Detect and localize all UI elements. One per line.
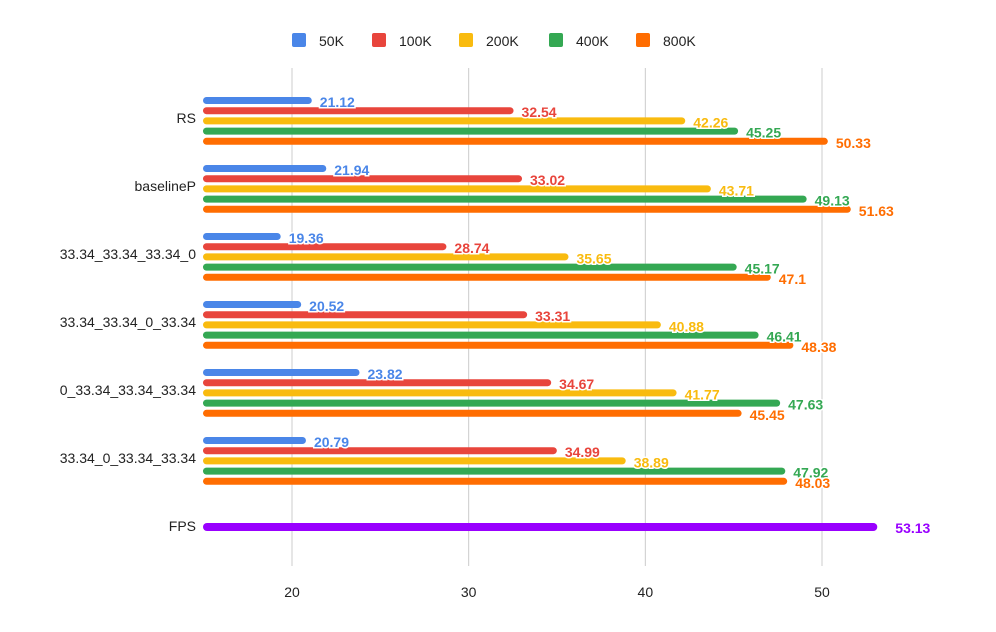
bar-33-34-0-33-34-33-34-100k [203,447,557,455]
bar-33-34-33-34-33-34-0-200k [203,253,569,261]
legend-label-100k: 100K [399,33,432,49]
legend-swatch-50k [292,33,306,47]
bar-rs-100k [203,107,514,115]
data-label-33-34-33-34-0-33-34-200k: 40.88 [669,318,704,334]
data-label-33-34-0-33-34-33-34-200k: 38.89 [634,454,669,470]
data-label-33-34-33-34-0-33-34-100k: 33.31 [535,308,570,324]
bar-33-34-33-34-33-34-0-400k [203,263,737,271]
bar-baselinep-100k [203,175,523,183]
category-label-33-34-33-34-0-33-34: 33.34_33.34_0_33.34 [60,314,196,330]
bar-0-33-34-33-34-33-34-100k [203,379,552,387]
bar-baselinep-50k [203,165,327,172]
bar-33-34-33-34-0-33-34-800k [203,341,794,349]
legend-item-50k[interactable]: 50K [292,33,345,49]
category-label-rs: RS [177,110,196,126]
legend-label-400k: 400K [576,33,609,49]
data-label-rs-400k: 45.25 [746,125,781,141]
axes: 20 30 40 50 RS baselineP 33.34_33.34_33.34_0 33… [60,110,830,600]
data-label-33-34-33-34-0-33-34-50k: 20.52 [309,298,344,314]
bar-rs-200k [203,117,686,125]
legend-label-800k: 800K [663,33,696,49]
data-label-0-33-34-33-34-33-34-200k: 41.77 [685,386,720,402]
bar-0-33-34-33-34-33-34-800k [203,409,742,417]
data-label-rs-800k: 50.33 [836,135,871,151]
category-label-baselinep: baselineP [135,178,197,194]
data-label-baselinep-50k: 21.94 [334,162,369,178]
legend-item-400k[interactable]: 400K [549,33,609,49]
legend-swatch-200k [459,33,473,47]
bar-33-34-33-34-0-33-34-400k [203,331,759,339]
data-label-33-34-33-34-33-34-0-400k: 45.17 [745,261,780,277]
bar-33-34-33-34-0-33-34-50k [203,301,302,308]
data-label-rs-50k: 21.12 [320,94,355,110]
data-label-0-33-34-33-34-33-34-100k: 34.67 [559,376,594,392]
x-tick-label: 50 [814,584,830,600]
data-label-fps: 53.13 [895,520,930,536]
bar-baselinep-800k [203,205,851,213]
data-label-33-34-0-33-34-33-34-400k: 47.92 [793,465,828,481]
x-tick-label: 20 [284,584,300,600]
data-label-rs-200k: 42.26 [693,114,728,130]
data-label-baselinep-800k: 51.63 [859,203,894,219]
bar-fps [203,523,878,531]
data-label-33-34-33-34-33-34-0-50k: 19.36 [289,230,324,246]
bar-33-34-0-33-34-33-34-50k [203,437,306,444]
data-label-0-33-34-33-34-33-34-800k: 45.45 [750,407,785,423]
category-label-33-34-0-33-34-33-34: 33.34_0_33.34_33.34 [60,450,196,466]
legend-swatch-100k [372,33,386,47]
legend-swatch-400k [549,33,563,47]
bar-33-34-0-33-34-33-34-800k [203,477,788,485]
data-label-33-34-33-34-33-34-0-200k: 35.65 [576,250,611,266]
data-label-rs-100k: 32.54 [522,104,557,120]
data-label-baselinep-200k: 43.71 [719,182,754,198]
data-label-baselinep-100k: 33.02 [530,172,565,188]
category-label-0-33-34-33-34-33-34: 0_33.34_33.34_33.34 [60,382,196,398]
legend-item-200k[interactable]: 200K [459,33,519,49]
bar-33-34-33-34-0-33-34-100k [203,311,528,319]
legend[interactable]: 50K 100K 200K 400K 800K [292,33,696,49]
bar-33-34-33-34-33-34-0-50k [203,233,281,240]
data-label-33-34-0-33-34-33-34-50k: 20.79 [314,434,349,450]
data-label-0-33-34-33-34-33-34-400k: 47.63 [788,397,823,413]
data-label-33-34-0-33-34-33-34-100k: 34.99 [565,444,600,460]
data-labels: 21.12 32.54 42.26 45.25 50.33 21.94 33.02 43.71… [287,93,932,538]
legend-swatch-800k [636,33,650,47]
data-label-33-34-0-33-34-33-34-800k: 48.03 [795,475,830,491]
bar-0-33-34-33-34-33-34-400k [203,399,781,407]
bar-33-34-33-34-33-34-0-800k [203,273,771,281]
bar-baselinep-200k [203,185,711,193]
bar-rs-400k [203,127,739,135]
data-label-33-34-33-34-33-34-0-100k: 28.74 [454,240,489,256]
bar-33-34-0-33-34-33-34-200k [203,457,626,465]
bar-rs-800k [203,137,828,145]
x-tick-label: 30 [461,584,477,600]
bar-33-34-33-34-0-33-34-200k [203,321,661,329]
data-label-33-34-33-34-0-33-34-400k: 46.41 [767,329,802,345]
bar-baselinep-400k [203,195,807,203]
bar-0-33-34-33-34-33-34-50k [203,369,360,376]
bar-rs-50k [203,97,312,104]
legend-label-50k: 50K [319,33,345,49]
bars [203,97,878,531]
data-label-33-34-33-34-0-33-34-800k: 48.38 [801,339,836,355]
data-label-33-34-33-34-33-34-0-800k: 47.1 [779,271,806,287]
bar-33-34-33-34-33-34-0-100k [203,243,447,251]
category-label-fps: FPS [169,518,196,534]
x-tick-label: 40 [638,584,654,600]
category-label-33-34-33-34-33-34-0: 33.34_33.34_33.34_0 [60,246,196,262]
legend-item-100k[interactable]: 100K [372,33,432,49]
bar-0-33-34-33-34-33-34-200k [203,389,677,397]
legend-item-800k[interactable]: 800K [636,33,696,49]
bar-33-34-0-33-34-33-34-400k [203,467,786,475]
legend-label-200k: 200K [486,33,519,49]
data-label-0-33-34-33-34-33-34-50k: 23.82 [367,366,402,382]
data-label-baselinep-400k: 49.13 [815,193,850,209]
